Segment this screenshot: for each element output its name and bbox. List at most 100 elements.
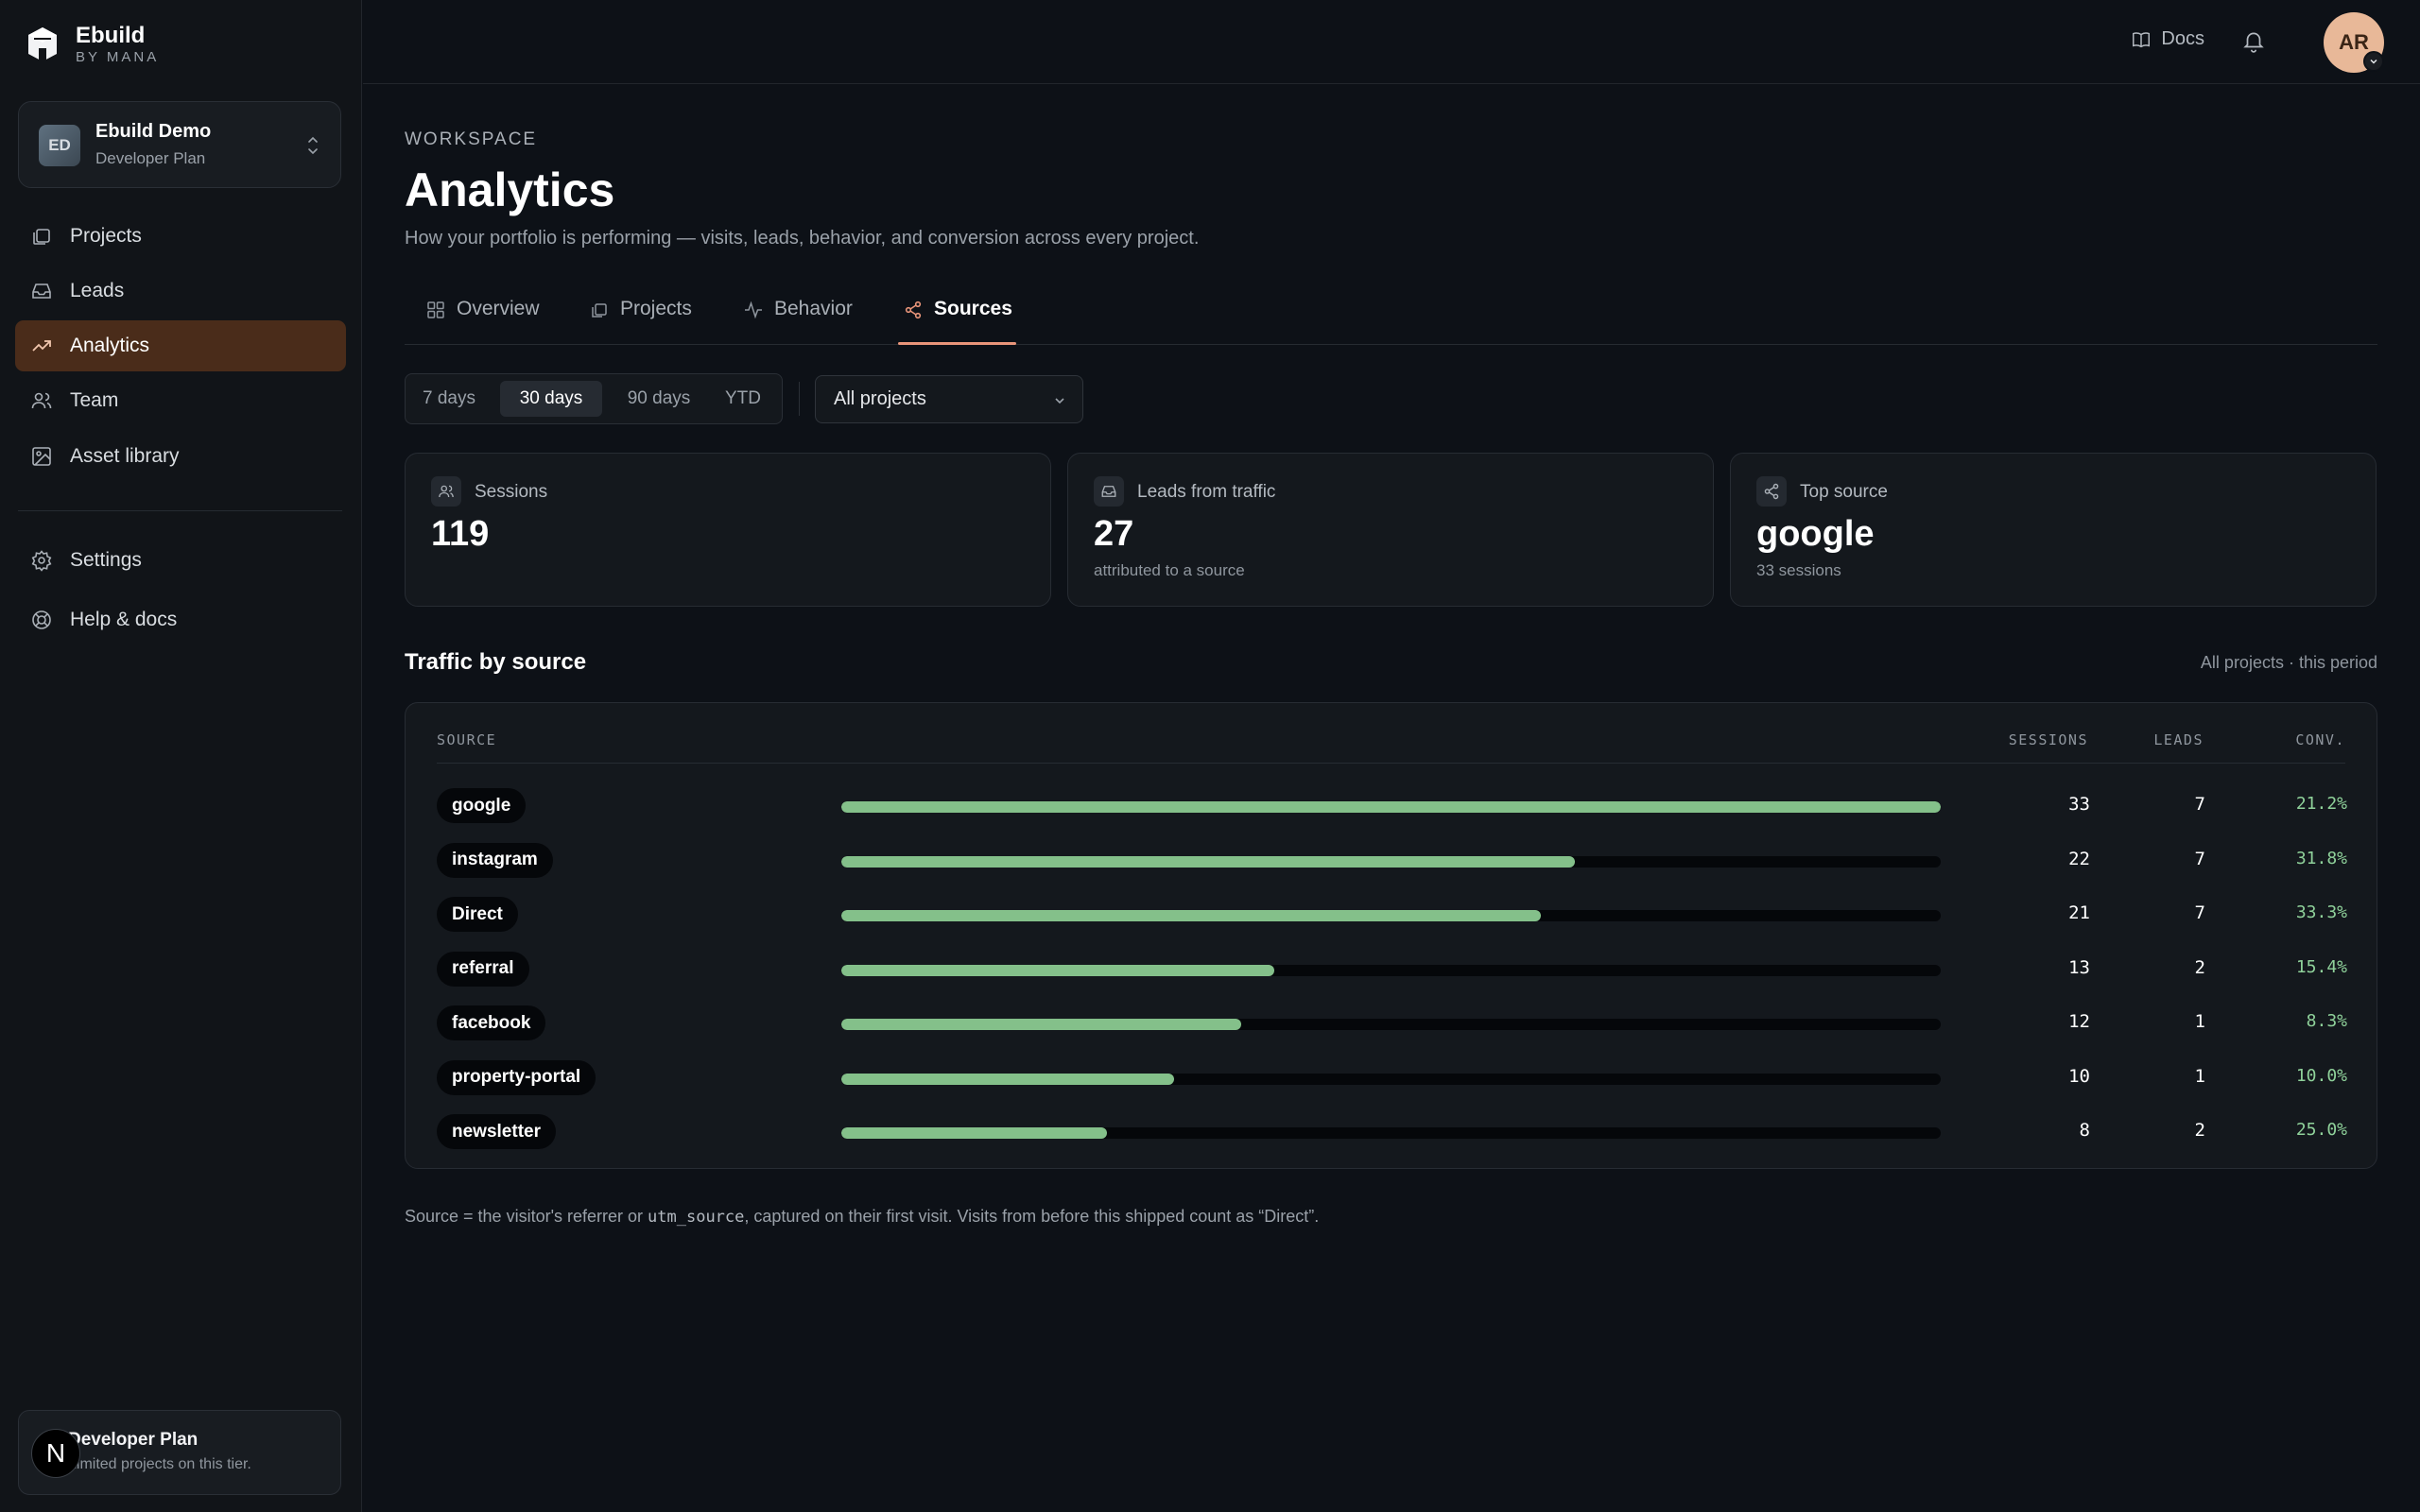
tab-sources[interactable]: Sources xyxy=(904,298,1012,345)
nav-divider xyxy=(18,510,342,511)
conv-value: 33.3% xyxy=(2295,902,2347,922)
sessions-value: 12 xyxy=(2068,1011,2090,1032)
range-90-days[interactable]: 90 days xyxy=(627,388,691,408)
sidebar-item-leads[interactable]: Leads xyxy=(15,266,346,317)
table-row[interactable]: property-portal 10 1 10.0% xyxy=(406,1051,2378,1105)
tab-behavior[interactable]: Behavior xyxy=(744,298,853,345)
column-header-source: SOURCE xyxy=(437,731,497,748)
table-row[interactable]: facebook 12 1 8.3% xyxy=(406,996,2378,1050)
workspace-plan: Developer Plan xyxy=(95,149,206,167)
sidebar-item-help[interactable]: Help & docs xyxy=(15,594,346,645)
sessions-bar xyxy=(841,801,1941,813)
table-row[interactable]: referral 13 2 15.4% xyxy=(406,942,2378,996)
table-row[interactable]: instagram 22 7 31.8% xyxy=(406,833,2378,887)
sidebar-item-analytics[interactable]: Analytics xyxy=(15,320,346,371)
conv-value: 15.4% xyxy=(2295,956,2347,977)
conv-value: 31.8% xyxy=(2295,848,2347,868)
stat-card-sessions: Sessions 119 xyxy=(405,453,1051,607)
sidebar-item-label: Asset library xyxy=(70,445,180,467)
lifebuoy-icon xyxy=(32,610,51,629)
range-7-days[interactable]: 7 days xyxy=(423,388,475,408)
sidebar: Ebuild BY MANA ED Ebuild Demo Developer … xyxy=(0,0,362,1512)
section-meta: All projects · this period xyxy=(2200,653,2377,672)
sidebar-item-team[interactable]: Team xyxy=(15,375,346,426)
workspace-switcher[interactable]: ED Ebuild Demo Developer Plan xyxy=(18,101,341,188)
chevron-down-icon[interactable] xyxy=(2363,51,2384,72)
tab-overview[interactable]: Overview xyxy=(426,298,540,345)
plan-desc: Limited projects on this tier. xyxy=(68,1456,251,1472)
stat-value: google xyxy=(1756,514,1875,554)
sidebar-item-settings[interactable]: Settings xyxy=(15,535,346,586)
source-pill[interactable]: newsletter xyxy=(437,1114,556,1149)
conv-value: 10.0% xyxy=(2295,1065,2347,1086)
sessions-value: 10 xyxy=(2068,1065,2090,1087)
sessions-bar-fill xyxy=(841,801,1941,813)
brand-name: Ebuild xyxy=(76,23,146,48)
tab-projects[interactable]: Projects xyxy=(590,298,692,345)
page-title: Analytics xyxy=(405,163,615,216)
page-subtitle: How your portfolio is performing — visit… xyxy=(405,228,1200,249)
topbar: Docs AR xyxy=(363,0,2420,84)
sessions-value: 21 xyxy=(2068,902,2090,923)
source-pill[interactable]: referral xyxy=(437,951,529,987)
sidebar-item-label: Settings xyxy=(70,549,142,571)
leads-value: 7 xyxy=(2194,848,2205,869)
sessions-bar-fill xyxy=(841,1127,1108,1139)
tab-label: Sources xyxy=(934,298,1012,319)
footnote-code: utm_source xyxy=(648,1208,745,1227)
sidebar-item-label: Help & docs xyxy=(70,609,178,630)
sessions-bar-fill xyxy=(841,855,1575,868)
column-header-leads: LEADS xyxy=(2153,731,2204,748)
sidebar-item-label: Leads xyxy=(70,280,125,301)
inbox-icon xyxy=(1094,476,1124,507)
sidebar-item-asset-library[interactable]: Asset library xyxy=(15,431,346,482)
users-icon xyxy=(31,392,52,409)
footnote: Source = the visitor's referrer or utm_s… xyxy=(405,1207,1319,1227)
sessions-value: 13 xyxy=(2068,956,2090,978)
traffic-table: SOURCE SESSIONS LEADS CONV. google 33 7 21.… xyxy=(405,702,2377,1169)
chevron-down-icon xyxy=(1055,398,1064,404)
sessions-bar-fill xyxy=(841,910,1541,921)
n-badge[interactable]: N xyxy=(31,1429,80,1478)
table-row[interactable]: google 33 7 21.2% xyxy=(406,779,2378,833)
stat-label: Leads from traffic xyxy=(1137,482,1276,502)
conv-value: 21.2% xyxy=(2295,794,2347,814)
source-pill[interactable]: google xyxy=(437,788,527,823)
stat-note: 33 sessions xyxy=(1756,561,1841,579)
range-ytd[interactable]: YTD xyxy=(725,388,761,408)
source-pill[interactable]: property-portal xyxy=(437,1059,596,1095)
table-row[interactable]: Direct 21 7 33.3% xyxy=(406,887,2378,941)
docs-link[interactable]: Docs xyxy=(2131,28,2204,50)
leads-value: 7 xyxy=(2194,794,2205,815)
section-title: Traffic by source xyxy=(405,649,587,675)
workspace-avatar: ED xyxy=(39,125,80,166)
tab-label: Projects xyxy=(620,298,692,319)
docs-label: Docs xyxy=(2161,28,2204,49)
sidebar-item-label: Projects xyxy=(70,225,142,247)
source-pill[interactable]: instagram xyxy=(437,842,553,878)
source-pill[interactable]: facebook xyxy=(437,1005,546,1040)
date-range-toggle: 7 days 30 days 90 days YTD xyxy=(405,373,783,424)
sessions-value: 33 xyxy=(2068,794,2090,815)
book-icon xyxy=(2133,31,2151,47)
sessions-bar xyxy=(841,855,1941,868)
sessions-bar xyxy=(841,964,1941,976)
users-icon xyxy=(431,476,461,507)
sidebar-item-label: Analytics xyxy=(70,335,150,356)
tab-bar: Overview Projects Behavior Sources xyxy=(405,288,2377,345)
project-filter-select[interactable]: All projects xyxy=(815,375,1083,423)
source-pill[interactable]: Direct xyxy=(437,897,518,932)
workspace-name: Ebuild Demo xyxy=(95,121,212,142)
conv-value: 25.0% xyxy=(2295,1120,2347,1140)
range-30-days[interactable]: 30 days xyxy=(500,381,602,417)
sessions-bar xyxy=(841,1127,1941,1139)
table-row[interactable]: newsletter 8 2 25.0% xyxy=(406,1105,2378,1159)
sessions-bar-fill xyxy=(841,1019,1242,1030)
plan-title: Developer Plan xyxy=(68,1430,199,1450)
brand[interactable]: Ebuild BY MANA xyxy=(26,23,159,66)
stat-card-top-source: Top source google 33 sessions xyxy=(1730,453,2377,607)
sessions-bar-fill xyxy=(841,1073,1175,1085)
sessions-bar xyxy=(841,1019,1941,1030)
sidebar-item-projects[interactable]: Projects xyxy=(15,211,346,262)
bell-icon[interactable] xyxy=(2241,28,2266,53)
